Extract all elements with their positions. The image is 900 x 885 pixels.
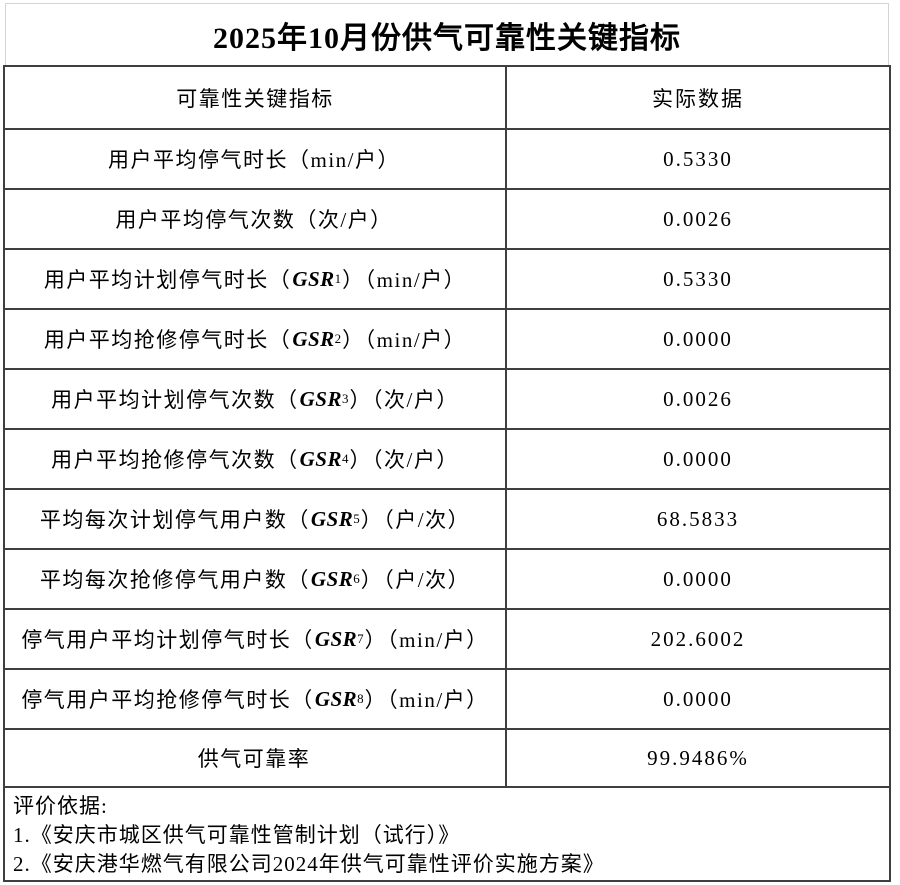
value-header-cell: 实际数据 [652, 86, 744, 111]
label-post: ）（min/户） [364, 688, 489, 712]
indicator-cell: 平均每次计划停气用户数（ GSR 5 ）（户/次） [5, 490, 507, 548]
table-row: 用户平均抢修停气时长（ GSR 2 ）（min/户） 0.0000 [5, 308, 889, 368]
value-cell: 0.0026 [663, 386, 733, 411]
gsr-symbol: GSR [310, 506, 354, 531]
reliability-table: 可靠性关键指标 实际数据 用户平均停气时长（min/户） 0.5330 用户平均… [3, 65, 891, 882]
gsr-subscript: 7 [357, 631, 364, 646]
table-row: 用户平均抢修停气次数（ GSR 4 ）（次/户） 0.0000 [5, 428, 889, 488]
label-post: ）（min/户） [342, 328, 467, 352]
table-row: 停气用户平均抢修停气时长（ GSR 8 ）（min/户） 0.0000 [5, 668, 889, 728]
indicator-cell: 平均每次抢修停气用户数（ GSR 6 ）（户/次） [5, 550, 507, 608]
label-post: ）（min/户） [364, 628, 489, 652]
indicator-cell: 用户平均停气次数（次/户） [5, 190, 507, 248]
table-header-row: 可靠性关键指标 实际数据 [5, 67, 889, 128]
value-cell: 202.6002 [650, 626, 746, 651]
gsr-symbol: GSR [299, 446, 342, 471]
value-cell: 0.5330 [663, 266, 733, 291]
indicator-cell: 用户平均计划停气时长（ GSR 1 ）（min/户） [5, 250, 507, 308]
indicator-cell: 用户平均计划停气次数（ GSR 3 ）（次/户） [5, 370, 507, 428]
footer-item: 2.《安庆港华燃气有限公司2024年供气可靠性评价实施方案》 [13, 852, 605, 876]
table-row: 用户平均计划停气时长（ GSR 1 ）（min/户） 0.5330 [5, 248, 889, 308]
gsr-symbol: GSR [299, 386, 342, 411]
value-cell: 0.0026 [663, 206, 733, 231]
value-cell: 0.0000 [663, 446, 733, 471]
value-cell: 0.0000 [663, 566, 733, 591]
label-post: ）（次/户） [349, 388, 459, 412]
label-pre: 停气用户平均抢修停气时长（ [21, 688, 314, 712]
gsr-subscript: 8 [357, 691, 364, 706]
label-post: ）（min/户） [342, 268, 467, 292]
gsr-subscript: 5 [353, 511, 360, 526]
gsr-subscript: 6 [353, 571, 360, 586]
gsr-subscript: 3 [342, 391, 349, 406]
value-cell: 0.0000 [663, 326, 733, 351]
label-pre: 平均每次抢修停气用户数（ [39, 568, 310, 592]
table-row: 平均每次计划停气用户数（ GSR 5 ）（户/次） 68.5833 [5, 488, 889, 548]
gsr-symbol: GSR [310, 566, 354, 591]
gsr-symbol: GSR [292, 266, 335, 291]
label-pre: 用户平均停气次数（次/户） [115, 208, 393, 232]
label-pre: 停气用户平均计划停气时长（ [21, 628, 314, 652]
report-title-box: 2025年10月份供气可靠性关键指标 [5, 3, 889, 65]
indicator-cell: 用户平均抢修停气次数（ GSR 4 ）（次/户） [5, 430, 507, 488]
gsr-subscript: 2 [334, 331, 342, 346]
indicator-header-cell: 可靠性关键指标 [5, 67, 507, 128]
label-post: ）（次/户） [349, 448, 459, 472]
label-pre: 用户平均停气时长（min/户） [107, 148, 400, 172]
indicator-cell: 停气用户平均抢修停气时长（ GSR 8 ）（min/户） [5, 670, 507, 728]
indicator-cell: 用户平均抢修停气时长（ GSR 2 ）（min/户） [5, 310, 507, 368]
label-pre: 用户平均计划停气次数（ [51, 388, 299, 412]
label-pre: 用户平均计划停气时长（ [43, 268, 292, 292]
label-pre: 平均每次计划停气用户数（ [39, 508, 310, 532]
label-pre: 供气可靠率 [197, 747, 311, 771]
evaluation-basis-footer: 评价依据: 1.《安庆市城区供气可靠性管制计划（试行）》 2.《安庆港华燃气有限… [5, 786, 889, 880]
label-pre: 用户平均抢修停气时长（ [43, 328, 292, 352]
table-row: 供气可靠率 99.9486% [5, 728, 889, 786]
label-post: ）（户/次） [360, 568, 471, 592]
label-pre: 用户平均抢修停气次数（ [51, 448, 299, 472]
value-cell: 68.5833 [656, 506, 740, 531]
table-row: 用户平均停气次数（次/户） 0.0026 [5, 188, 889, 248]
gsr-subscript: 4 [342, 451, 349, 466]
value-cell: 0.5330 [663, 146, 733, 171]
indicator-cell: 供气可靠率 [5, 730, 507, 786]
page-title: 2025年10月份供气可靠性关键指标 [213, 21, 681, 55]
table-row: 平均每次抢修停气用户数（ GSR 6 ）（户/次） 0.0000 [5, 548, 889, 608]
value-cell: 0.0000 [663, 686, 733, 711]
table-row: 用户平均计划停气次数（ GSR 3 ）（次/户） 0.0026 [5, 368, 889, 428]
footer-heading: 评价依据: [13, 794, 108, 818]
gsr-subscript: 1 [334, 271, 342, 286]
footer-item: 1.《安庆市城区供气可靠性管制计划（试行）》 [13, 823, 461, 847]
table-row: 停气用户平均计划停气时长（ GSR 7 ）（min/户） 202.6002 [5, 608, 889, 668]
indicator-cell: 用户平均停气时长（min/户） [5, 130, 507, 188]
table-row: 用户平均停气时长（min/户） 0.5330 [5, 128, 889, 188]
gsr-symbol: GSR [314, 626, 358, 651]
label-post: ）（户/次） [360, 508, 471, 532]
gsr-symbol: GSR [314, 686, 358, 711]
value-cell: 99.9486% [647, 745, 749, 770]
gsr-symbol: GSR [292, 326, 335, 351]
indicator-cell: 停气用户平均计划停气时长（ GSR 7 ）（min/户） [5, 610, 507, 668]
